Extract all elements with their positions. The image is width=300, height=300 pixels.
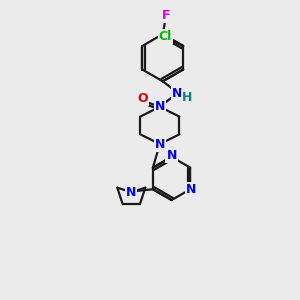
Text: N: N (186, 183, 196, 196)
Text: N: N (172, 87, 183, 100)
Text: N: N (154, 138, 165, 151)
Text: N: N (154, 100, 165, 113)
Text: Cl: Cl (159, 30, 172, 43)
Text: O: O (138, 92, 148, 106)
Text: H: H (182, 92, 193, 104)
Text: N: N (126, 186, 136, 199)
Text: F: F (161, 9, 170, 22)
Text: N: N (167, 149, 177, 162)
